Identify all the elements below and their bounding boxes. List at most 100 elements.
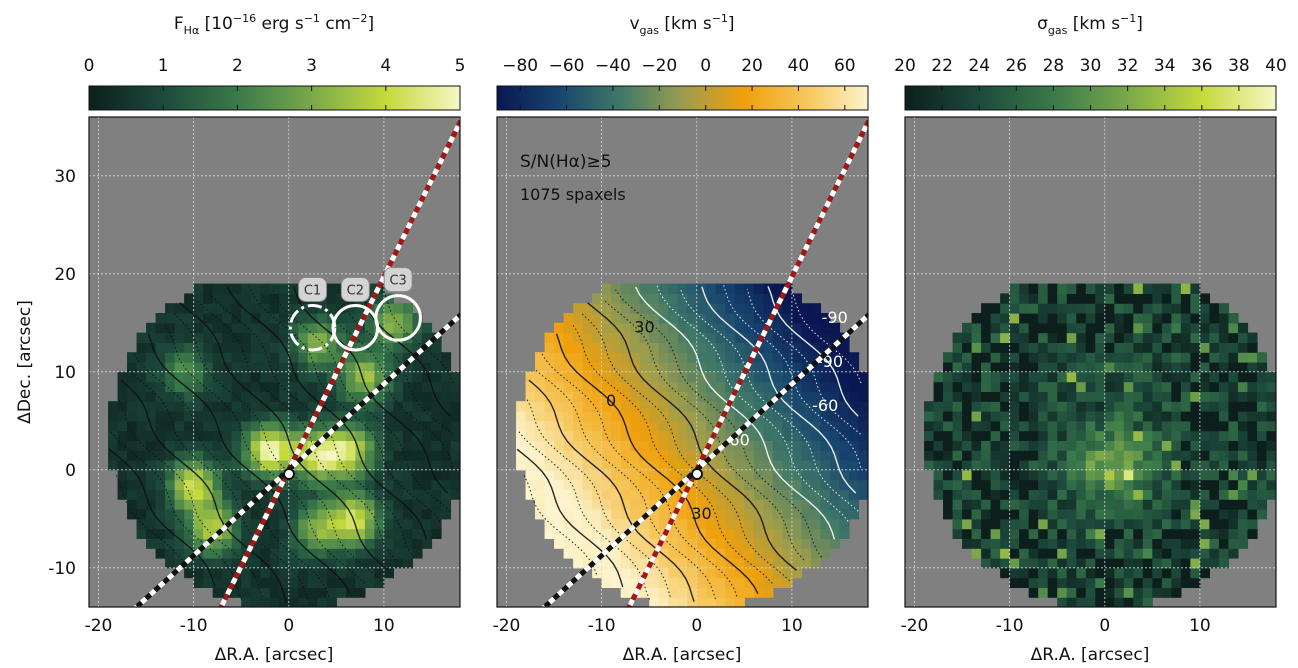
spaxel bbox=[1256, 460, 1268, 471]
spaxel bbox=[1247, 391, 1258, 402]
spaxel bbox=[1161, 469, 1172, 481]
spaxel bbox=[1085, 597, 1096, 607]
spaxel bbox=[1085, 440, 1096, 451]
spaxel bbox=[753, 401, 764, 412]
spaxel bbox=[1114, 597, 1125, 607]
spaxel bbox=[582, 342, 593, 353]
spaxel bbox=[393, 420, 404, 432]
spaxel bbox=[146, 352, 157, 363]
spaxel bbox=[1171, 450, 1182, 461]
spaxel bbox=[298, 479, 309, 490]
spaxel bbox=[383, 518, 395, 530]
spaxel bbox=[260, 597, 271, 607]
spaxel bbox=[715, 518, 726, 530]
spaxel bbox=[1019, 567, 1030, 579]
spaxel bbox=[136, 469, 147, 481]
spaxel bbox=[535, 489, 546, 500]
spaxel bbox=[839, 371, 850, 383]
spaxel bbox=[336, 538, 347, 549]
colorbar-ticks-velocity bbox=[519, 86, 846, 110]
spaxel bbox=[307, 342, 318, 353]
spaxel bbox=[848, 391, 860, 402]
spaxel bbox=[820, 322, 831, 334]
spaxel bbox=[668, 489, 679, 500]
spaxel bbox=[1209, 479, 1220, 490]
spaxel bbox=[1228, 411, 1239, 422]
spaxel bbox=[601, 420, 612, 432]
spaxel bbox=[269, 322, 280, 334]
spaxel bbox=[1152, 430, 1163, 441]
spaxel bbox=[1171, 548, 1182, 559]
spaxel bbox=[203, 509, 214, 520]
spaxel bbox=[1199, 391, 1211, 402]
spaxel bbox=[601, 460, 612, 471]
spaxel bbox=[952, 499, 963, 510]
spaxel bbox=[715, 509, 726, 520]
spaxel bbox=[421, 479, 433, 490]
spaxel bbox=[525, 460, 536, 471]
spaxel bbox=[298, 391, 309, 402]
spaxel bbox=[1009, 489, 1020, 500]
spaxel bbox=[241, 479, 252, 490]
spaxel bbox=[725, 342, 736, 353]
spaxel bbox=[155, 411, 166, 422]
spaxel bbox=[364, 518, 375, 530]
spaxel bbox=[829, 332, 841, 343]
spaxel bbox=[393, 469, 404, 481]
spaxel bbox=[155, 479, 166, 490]
spaxel bbox=[753, 518, 764, 530]
spaxel bbox=[212, 518, 223, 530]
spaxel bbox=[639, 352, 650, 363]
spaxel bbox=[1171, 381, 1182, 392]
spaxel bbox=[820, 401, 831, 412]
spaxel bbox=[222, 548, 233, 559]
spaxel bbox=[649, 587, 660, 598]
spaxel bbox=[677, 460, 688, 471]
spaxel bbox=[630, 440, 641, 451]
spaxel bbox=[1047, 499, 1058, 510]
spaxel bbox=[165, 450, 176, 461]
spaxel bbox=[203, 362, 214, 373]
contour-label: 30 bbox=[634, 318, 654, 337]
spaxel bbox=[601, 479, 612, 490]
spaxel bbox=[288, 381, 299, 392]
spaxel bbox=[630, 469, 641, 481]
spaxel bbox=[971, 381, 982, 392]
spaxel bbox=[1161, 313, 1172, 324]
spaxel bbox=[810, 558, 822, 569]
spaxel bbox=[1247, 362, 1258, 373]
spaxel bbox=[1161, 381, 1172, 392]
spaxel bbox=[279, 499, 290, 510]
spaxel bbox=[374, 538, 385, 549]
spaxel bbox=[288, 420, 299, 432]
spaxel bbox=[715, 489, 726, 500]
spaxel bbox=[1114, 440, 1125, 451]
spaxel bbox=[1218, 440, 1230, 451]
spaxel bbox=[174, 401, 185, 412]
spaxel bbox=[810, 548, 822, 559]
spaxel bbox=[127, 371, 138, 383]
spaxel bbox=[336, 489, 347, 500]
spaxel bbox=[1066, 420, 1077, 432]
spaxel bbox=[383, 313, 395, 324]
spaxel bbox=[364, 577, 375, 588]
spaxel bbox=[184, 479, 195, 490]
spaxel bbox=[706, 283, 717, 294]
x-axis-label-velocity: ΔR.A. [arcsec] bbox=[623, 645, 742, 665]
spaxel bbox=[544, 528, 555, 539]
spaxel bbox=[1171, 528, 1182, 539]
spaxel bbox=[260, 489, 271, 500]
spaxel bbox=[1199, 430, 1211, 441]
spaxel bbox=[440, 411, 452, 422]
spaxel bbox=[744, 577, 755, 588]
spaxel bbox=[1019, 401, 1030, 412]
spaxel bbox=[317, 489, 328, 500]
spaxel bbox=[1133, 313, 1144, 324]
spaxel bbox=[1256, 430, 1268, 441]
spaxel bbox=[383, 420, 395, 432]
spaxel bbox=[763, 430, 774, 441]
spaxel bbox=[592, 479, 603, 490]
spaxel bbox=[1085, 313, 1096, 324]
spaxel bbox=[696, 332, 707, 343]
spaxel bbox=[269, 401, 280, 412]
